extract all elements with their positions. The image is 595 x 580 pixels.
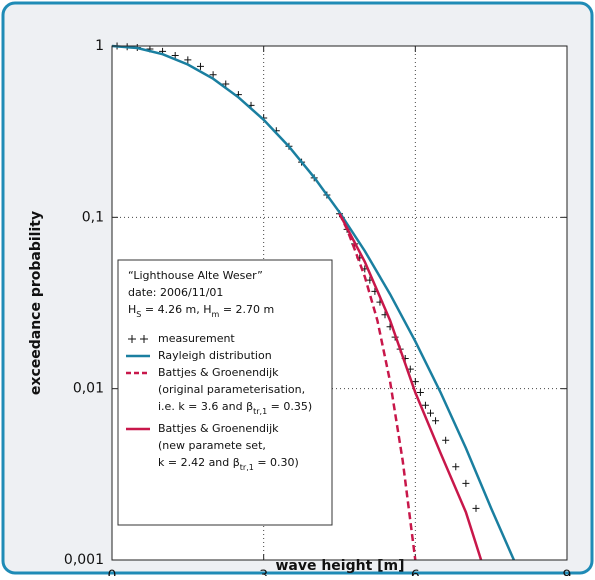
x-tick-label: 3	[259, 568, 268, 576]
y-tick-label: 0,1	[82, 209, 104, 225]
legend-header: date: 2006/11/01	[128, 286, 223, 299]
legend-marker	[128, 335, 148, 343]
text-part: k = 2.42 and β	[158, 456, 240, 469]
x-tick-label: 6	[411, 568, 420, 576]
text-part: i.e. k = 3.6 and β	[158, 400, 253, 413]
legend-label: measurement	[158, 332, 235, 345]
legend-label: Rayleigh distribution	[158, 349, 272, 362]
legend-label: Battjes & Groenendijk	[158, 422, 279, 435]
legend-note: k = 2.42 and βtr,1 = 0.30)	[158, 456, 299, 472]
text-part: m	[212, 310, 220, 319]
measurement-point	[432, 417, 440, 425]
text-part: tr,1	[253, 407, 267, 416]
legend-note: i.e. k = 3.6 and βtr,1 = 0.35)	[158, 400, 312, 416]
measurement-point	[421, 401, 429, 409]
text-part: (original parameterisation,	[158, 383, 305, 396]
text-part: = 4.26 m, H	[141, 303, 211, 316]
measurement-point	[222, 80, 230, 88]
measurement-point	[442, 436, 450, 444]
series-line	[111, 44, 516, 561]
text-part: H	[128, 303, 136, 316]
measurement-point	[416, 388, 424, 396]
text-part: “Lighthouse Alte Weser”	[128, 269, 263, 282]
legend-box	[117, 259, 333, 526]
measurement-point	[196, 62, 204, 70]
x-tick-label: 0	[108, 568, 117, 576]
measurement-point	[209, 71, 217, 79]
text-part: S	[136, 310, 141, 319]
y-tick-label: 1	[95, 38, 104, 54]
measurement-point	[184, 56, 192, 64]
measurement-point	[411, 378, 419, 386]
text-part: (new paramete set,	[158, 439, 266, 452]
measurement-point	[462, 479, 470, 487]
x-axis-label: wave height [m]	[275, 558, 404, 574]
measurement-point	[452, 463, 460, 471]
legend-header: HS = 4.26 m, Hm = 2.70 m	[128, 303, 274, 319]
text-part: tr,1	[240, 463, 254, 472]
plot-frame	[111, 45, 568, 561]
legend-header: “Lighthouse Alte Weser”	[128, 269, 263, 282]
text-part: = 0.30)	[254, 456, 299, 469]
text-part: = 2.70 m	[219, 303, 274, 316]
legend-note: (original parameterisation,	[158, 383, 305, 396]
text-part: = 0.35)	[267, 400, 312, 413]
measurement-point	[427, 409, 434, 417]
legend-note: (new paramete set,	[158, 439, 266, 452]
y-tick-label: 0,01	[73, 381, 104, 397]
x-tick-label: 9	[563, 568, 572, 576]
series-line	[338, 213, 417, 561]
text-part: date: 2006/11/01	[128, 286, 223, 299]
legend-label: Battjes & Groenendijk	[158, 366, 279, 379]
y-axis-label: exceedance probability	[28, 211, 44, 395]
measurement-point	[472, 504, 480, 512]
y-tick-label: 0,001	[64, 552, 104, 568]
series-line	[338, 213, 483, 561]
measurement-point	[171, 52, 179, 60]
